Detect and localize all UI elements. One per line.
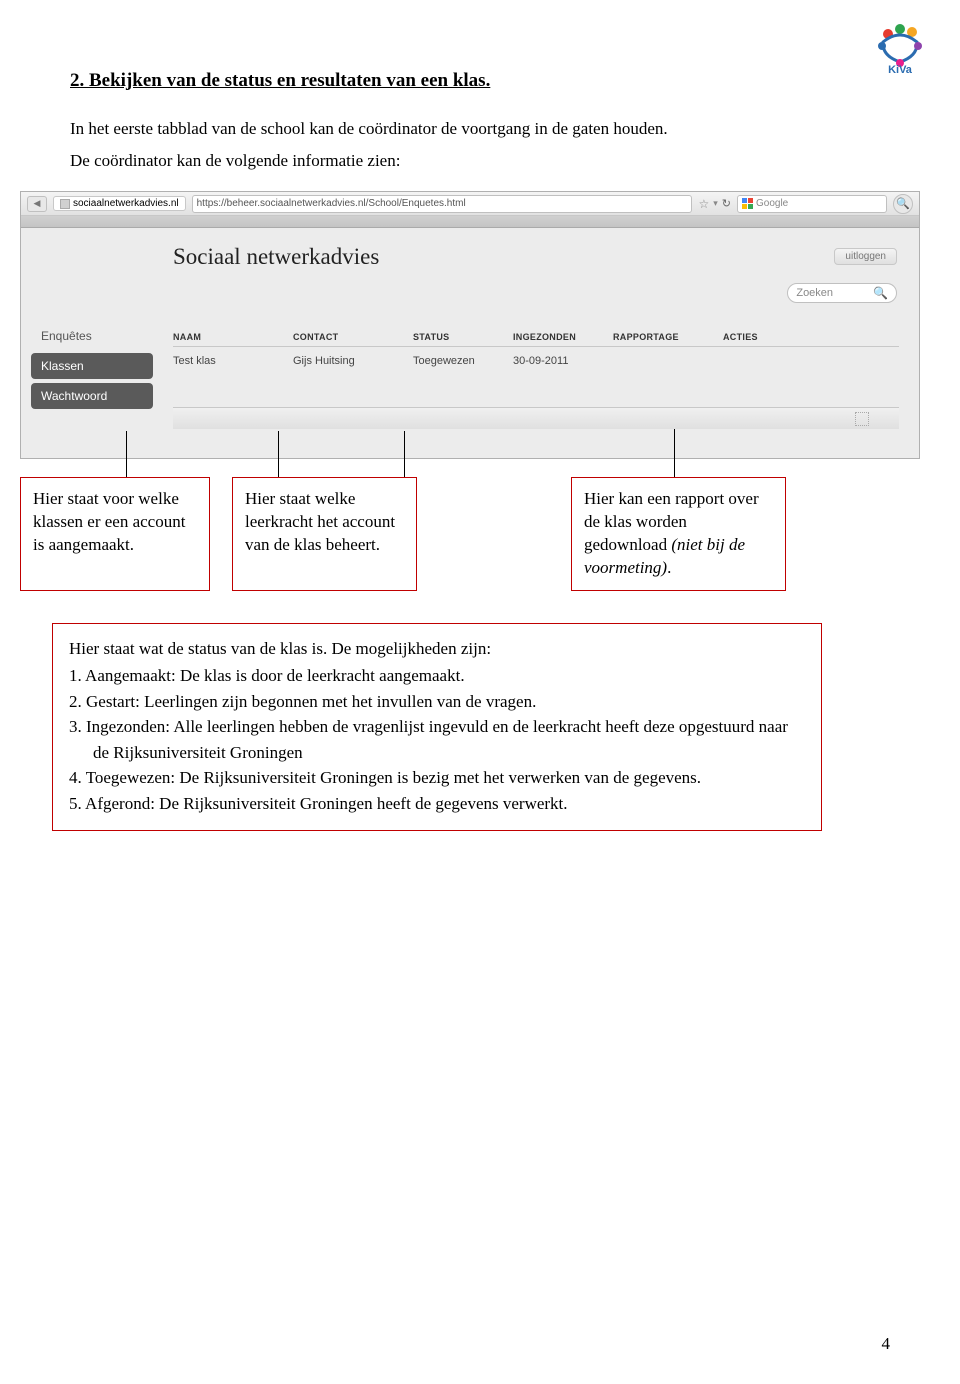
status-item-3: 3. Ingezonden: Alle leerlingen hebben de… [69,714,805,765]
bigbox-lead: Hier staat wat de status van de klas is.… [69,636,805,662]
browser-window: ◀ sociaalnetwerkadvies.nl https://beheer… [20,191,920,459]
search-label: Zoeken [796,287,833,299]
cell-acties [723,355,783,367]
browser-toolbar: ◀ sociaalnetwerkadvies.nl https://beheer… [21,192,919,216]
status-item-2: 2. Gestart: Leerlingen zijn begonnen met… [69,689,805,715]
search-icon: 🔍 [873,286,888,300]
url-actions: ☆ ▾ ↻ [698,197,731,211]
browser-tab[interactable]: sociaalnetwerkadvies.nl [53,196,186,211]
callout-leerkracht: Hier staat welke leerkracht het account … [232,477,417,591]
bookmark-icon[interactable]: ☆ [698,197,709,211]
sidebar-item-enquetes[interactable]: Enquêtes [31,323,153,349]
footer-icon [855,412,869,426]
cell-rapportage [613,355,723,367]
search-placeholder: Google [756,198,788,209]
col-acties: ACTIES [723,332,783,342]
callout-row: Hier staat voor welke klassen er een acc… [20,477,920,591]
content-footer [173,407,899,429]
cell-contact: Gijs Huitsing [293,355,413,367]
refresh-icon[interactable]: ↻ [722,197,731,210]
col-naam: NAAM [173,332,293,342]
app-sidebar: Enquêtes Klassen Wachtwoord [21,228,153,458]
screenshot-container: ◀ sociaalnetwerkadvies.nl https://beheer… [20,191,920,831]
status-item-5: 5. Afgerond: De Rijksuniversiteit Gronin… [69,791,805,817]
google-icon [742,198,753,209]
tab-label: sociaalnetwerkadvies.nl [73,198,179,209]
favicon-icon [60,199,70,209]
table-row[interactable]: Test klas Gijs Huitsing Toegewezen 30-09… [173,347,899,367]
cell-status: Toegewezen [413,355,513,367]
col-contact: CONTACT [293,332,413,342]
search-go-button[interactable]: 🔍 [893,194,913,214]
col-ingezonden: INGEZONDEN [513,332,613,342]
callout-rapport-c: . [667,558,671,577]
app-content: Sociaal netwerkadvies uitloggen Zoeken 🔍… [153,228,919,458]
section-heading: 2. Bekijken van de status en resultaten … [70,70,890,92]
callout-rapport: Hier kan een rapport over de klas worden… [571,477,786,591]
intro-paragraph-2: De coördinator kan de volgende informati… [70,148,890,174]
status-item-1: 1. Aangemaakt: De klas is door de leerkr… [69,663,805,689]
page-number: 4 [882,1334,891,1354]
table-header: NAAM CONTACT STATUS INGEZONDEN RAPPORTAG… [173,332,899,347]
back-button[interactable]: ◀ [27,196,47,212]
app-search[interactable]: Zoeken 🔍 [787,283,897,303]
cell-ingezonden: 30-09-2011 [513,355,613,367]
sidebar-item-wachtwoord[interactable]: Wachtwoord [31,383,153,409]
col-rapportage: RAPPORTAGE [613,332,723,342]
cell-naam: Test klas [173,355,293,367]
col-status: STATUS [413,332,513,342]
status-item-4: 4. Toegewezen: De Rijksuniversiteit Gron… [69,765,805,791]
callout-klassen: Hier staat voor welke klassen er een acc… [20,477,210,591]
url-text: https://beheer.sociaalnetwerkadvies.nl/S… [197,198,466,209]
bookmarks-bar [21,216,919,228]
intro-paragraph-1: In het eerste tabblad van de school kan … [70,116,890,142]
browser-search[interactable]: Google [737,195,887,213]
logout-button[interactable]: uitloggen [834,248,897,265]
data-table: NAAM CONTACT STATUS INGEZONDEN RAPPORTAG… [173,332,899,367]
sidebar-item-klassen[interactable]: Klassen [31,353,153,379]
url-bar[interactable]: https://beheer.sociaalnetwerkadvies.nl/S… [192,195,693,213]
dropdown-icon[interactable]: ▾ [713,198,718,209]
status-explanation-box: Hier staat wat de status van de klas is.… [52,623,822,832]
